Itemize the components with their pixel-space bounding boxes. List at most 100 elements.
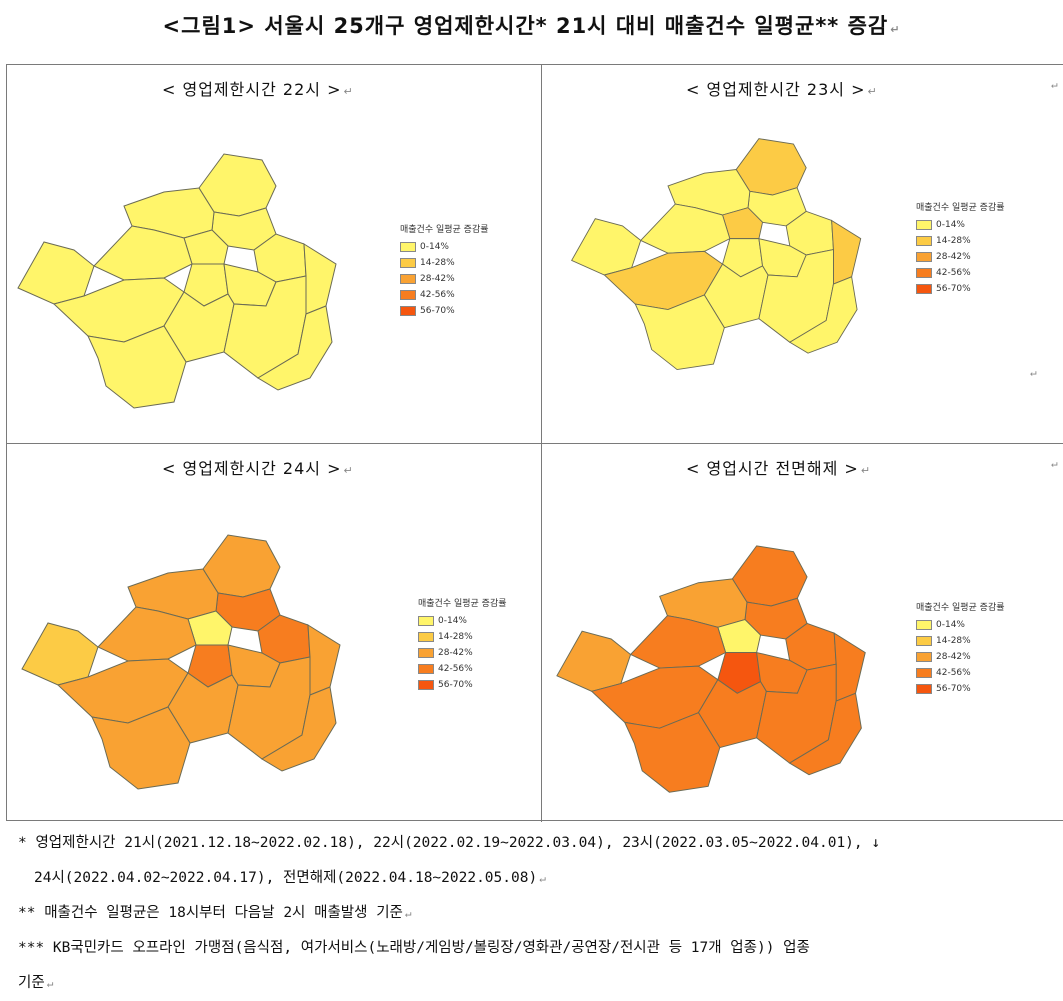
legend-item: 42-56% xyxy=(400,287,489,303)
legend-label: 56-70% xyxy=(438,680,473,690)
panel-title-22: < 영업제한시간 22시 > ↵ xyxy=(162,80,354,99)
legend-item: 0-14% xyxy=(916,217,1005,233)
legend-label: 42-56% xyxy=(438,664,473,674)
legend-label: 28-42% xyxy=(438,648,473,658)
legend-item: 28-42% xyxy=(916,249,1005,265)
legend-item: 0-14% xyxy=(400,239,489,255)
legend-label: 56-70% xyxy=(936,684,971,694)
figure-title: <그림1> 서울시 25개구 영업제한시간* 21시 대비 매출건수 일평균**… xyxy=(0,10,1063,40)
legend-label: 0-14% xyxy=(438,616,467,626)
edge-return-mark: ↵ xyxy=(1030,366,1037,379)
district-southwest xyxy=(91,706,191,790)
legend-label: 28-42% xyxy=(936,652,971,662)
legend-swatch xyxy=(916,668,932,678)
legend-item: 14-28% xyxy=(916,633,1005,649)
seoul-map-panel-4 xyxy=(556,545,866,793)
legend-swatch xyxy=(916,684,932,694)
legend-item: 14-28% xyxy=(400,255,489,271)
district-east-mid xyxy=(303,243,337,315)
footnote-1-cont: 24시(2022.04.02~2022.04.17), 전면해제(2022.04… xyxy=(34,870,546,886)
legend-label: 42-56% xyxy=(936,668,971,678)
legend-swatch xyxy=(400,290,416,300)
map-legend-4: 매출건수 일평균 증감률 0-14% 14-28% 28-42% 42-56% 56-70… xyxy=(916,600,1005,697)
legend-swatch xyxy=(400,274,416,284)
title-return-mark: ↵ xyxy=(890,23,901,36)
legend-title: 매출건수 일평균 증감률 xyxy=(418,599,507,609)
legend-title: 매출건수 일평균 증감률 xyxy=(916,203,1005,213)
footnotes: * 영업제한시간 21시(2021.12.18~2022.02.18), 22시… xyxy=(18,826,882,1001)
legend-title: 매출건수 일평균 증감률 xyxy=(916,603,1005,613)
horizontal-divider xyxy=(6,443,1063,444)
legend-title: 매출건수 일평균 증감률 xyxy=(400,225,489,235)
panel-title-24: < 영업제한시간 24시 > ↵ xyxy=(162,459,354,478)
legend-item: 28-42% xyxy=(418,645,507,661)
legend-label: 28-42% xyxy=(420,274,455,284)
legend-swatch xyxy=(916,652,932,662)
legend-item: 42-56% xyxy=(418,661,507,677)
map-legend-2: 매출건수 일평균 증감률 0-14% 14-28% 28-42% 42-56% 56-70… xyxy=(916,200,1005,297)
legend-item: 42-56% xyxy=(916,665,1005,681)
district-east-mid xyxy=(307,624,341,696)
legend-item: 56-70% xyxy=(916,681,1005,697)
legend-swatch xyxy=(916,284,932,294)
footnote-3: *** KB국민카드 오프라인 가맹점(음식점, 여가서비스(노래방/게임방/볼… xyxy=(18,940,810,956)
district-west xyxy=(21,622,99,686)
legend-swatch xyxy=(400,242,416,252)
legend-swatch xyxy=(418,632,434,642)
legend-swatch xyxy=(916,236,932,246)
edge-return-mark: ↵ xyxy=(1051,78,1058,91)
seoul-map-panel-3 xyxy=(21,534,341,790)
district-southwest xyxy=(634,294,725,371)
district-south xyxy=(703,263,769,329)
district-west xyxy=(570,218,642,276)
district-west xyxy=(556,630,632,692)
legend-label: 42-56% xyxy=(936,268,971,278)
legend-item: 56-70% xyxy=(400,303,489,319)
district-songpa xyxy=(261,686,337,772)
legend-label: 56-70% xyxy=(420,306,455,316)
panel-title-full: < 영업시간 전면해제 > ↵ xyxy=(686,459,872,478)
district-songpa xyxy=(788,692,862,776)
seoul-map-panel-1 xyxy=(17,153,337,409)
seoul-map-panel-2 xyxy=(570,138,862,371)
legend-item: 28-42% xyxy=(916,649,1005,665)
footnote-1: * 영업제한시간 21시(2021.12.18~2022.02.18), 22시… xyxy=(18,835,881,851)
district-south xyxy=(163,291,235,363)
figure-title-text: <그림1> 서울시 25개구 영업제한시간* 21시 대비 매출건수 일평균**… xyxy=(162,14,889,38)
footnote-2: ** 매출건수 일평균은 18시부터 다음날 2시 매출발생 기준 ↵ xyxy=(18,905,412,921)
edge-return-mark: ↵ xyxy=(1051,457,1058,470)
legend-label: 28-42% xyxy=(936,252,971,262)
legend-item: 56-70% xyxy=(916,281,1005,297)
legend-swatch xyxy=(400,306,416,316)
legend-label: 0-14% xyxy=(936,620,965,630)
district-east-mid xyxy=(831,219,862,285)
legend-item: 14-28% xyxy=(418,629,507,645)
map-legend-1: 매출건수 일평균 증감률 0-14% 14-28% 28-42% 42-56% 56-70… xyxy=(400,222,489,319)
district-southwest xyxy=(87,325,187,409)
legend-label: 0-14% xyxy=(936,220,965,230)
legend-item: 56-70% xyxy=(418,677,507,693)
district-southwest xyxy=(623,712,721,793)
district-songpa xyxy=(788,276,858,354)
district-south xyxy=(167,672,239,744)
map-legend-3: 매출건수 일평균 증감률 0-14% 14-28% 28-42% 42-56% 56-70… xyxy=(418,596,507,693)
legend-swatch xyxy=(418,648,434,658)
district-east-mid xyxy=(833,632,866,702)
district-south xyxy=(697,678,767,749)
legend-label: 14-28% xyxy=(936,236,971,246)
legend-swatch xyxy=(400,258,416,268)
legend-swatch xyxy=(916,252,932,262)
legend-item: 0-14% xyxy=(418,613,507,629)
legend-label: 56-70% xyxy=(936,284,971,294)
legend-item: 42-56% xyxy=(916,265,1005,281)
legend-swatch xyxy=(916,636,932,646)
legend-label: 42-56% xyxy=(420,290,455,300)
legend-label: 14-28% xyxy=(936,636,971,646)
legend-swatch xyxy=(916,268,932,278)
legend-swatch xyxy=(418,680,434,690)
legend-item: 28-42% xyxy=(400,271,489,287)
legend-swatch xyxy=(418,616,434,626)
footnote-3-cont: 기준 ↵ xyxy=(18,975,54,991)
legend-label: 14-28% xyxy=(438,632,473,642)
legend-item: 0-14% xyxy=(916,617,1005,633)
